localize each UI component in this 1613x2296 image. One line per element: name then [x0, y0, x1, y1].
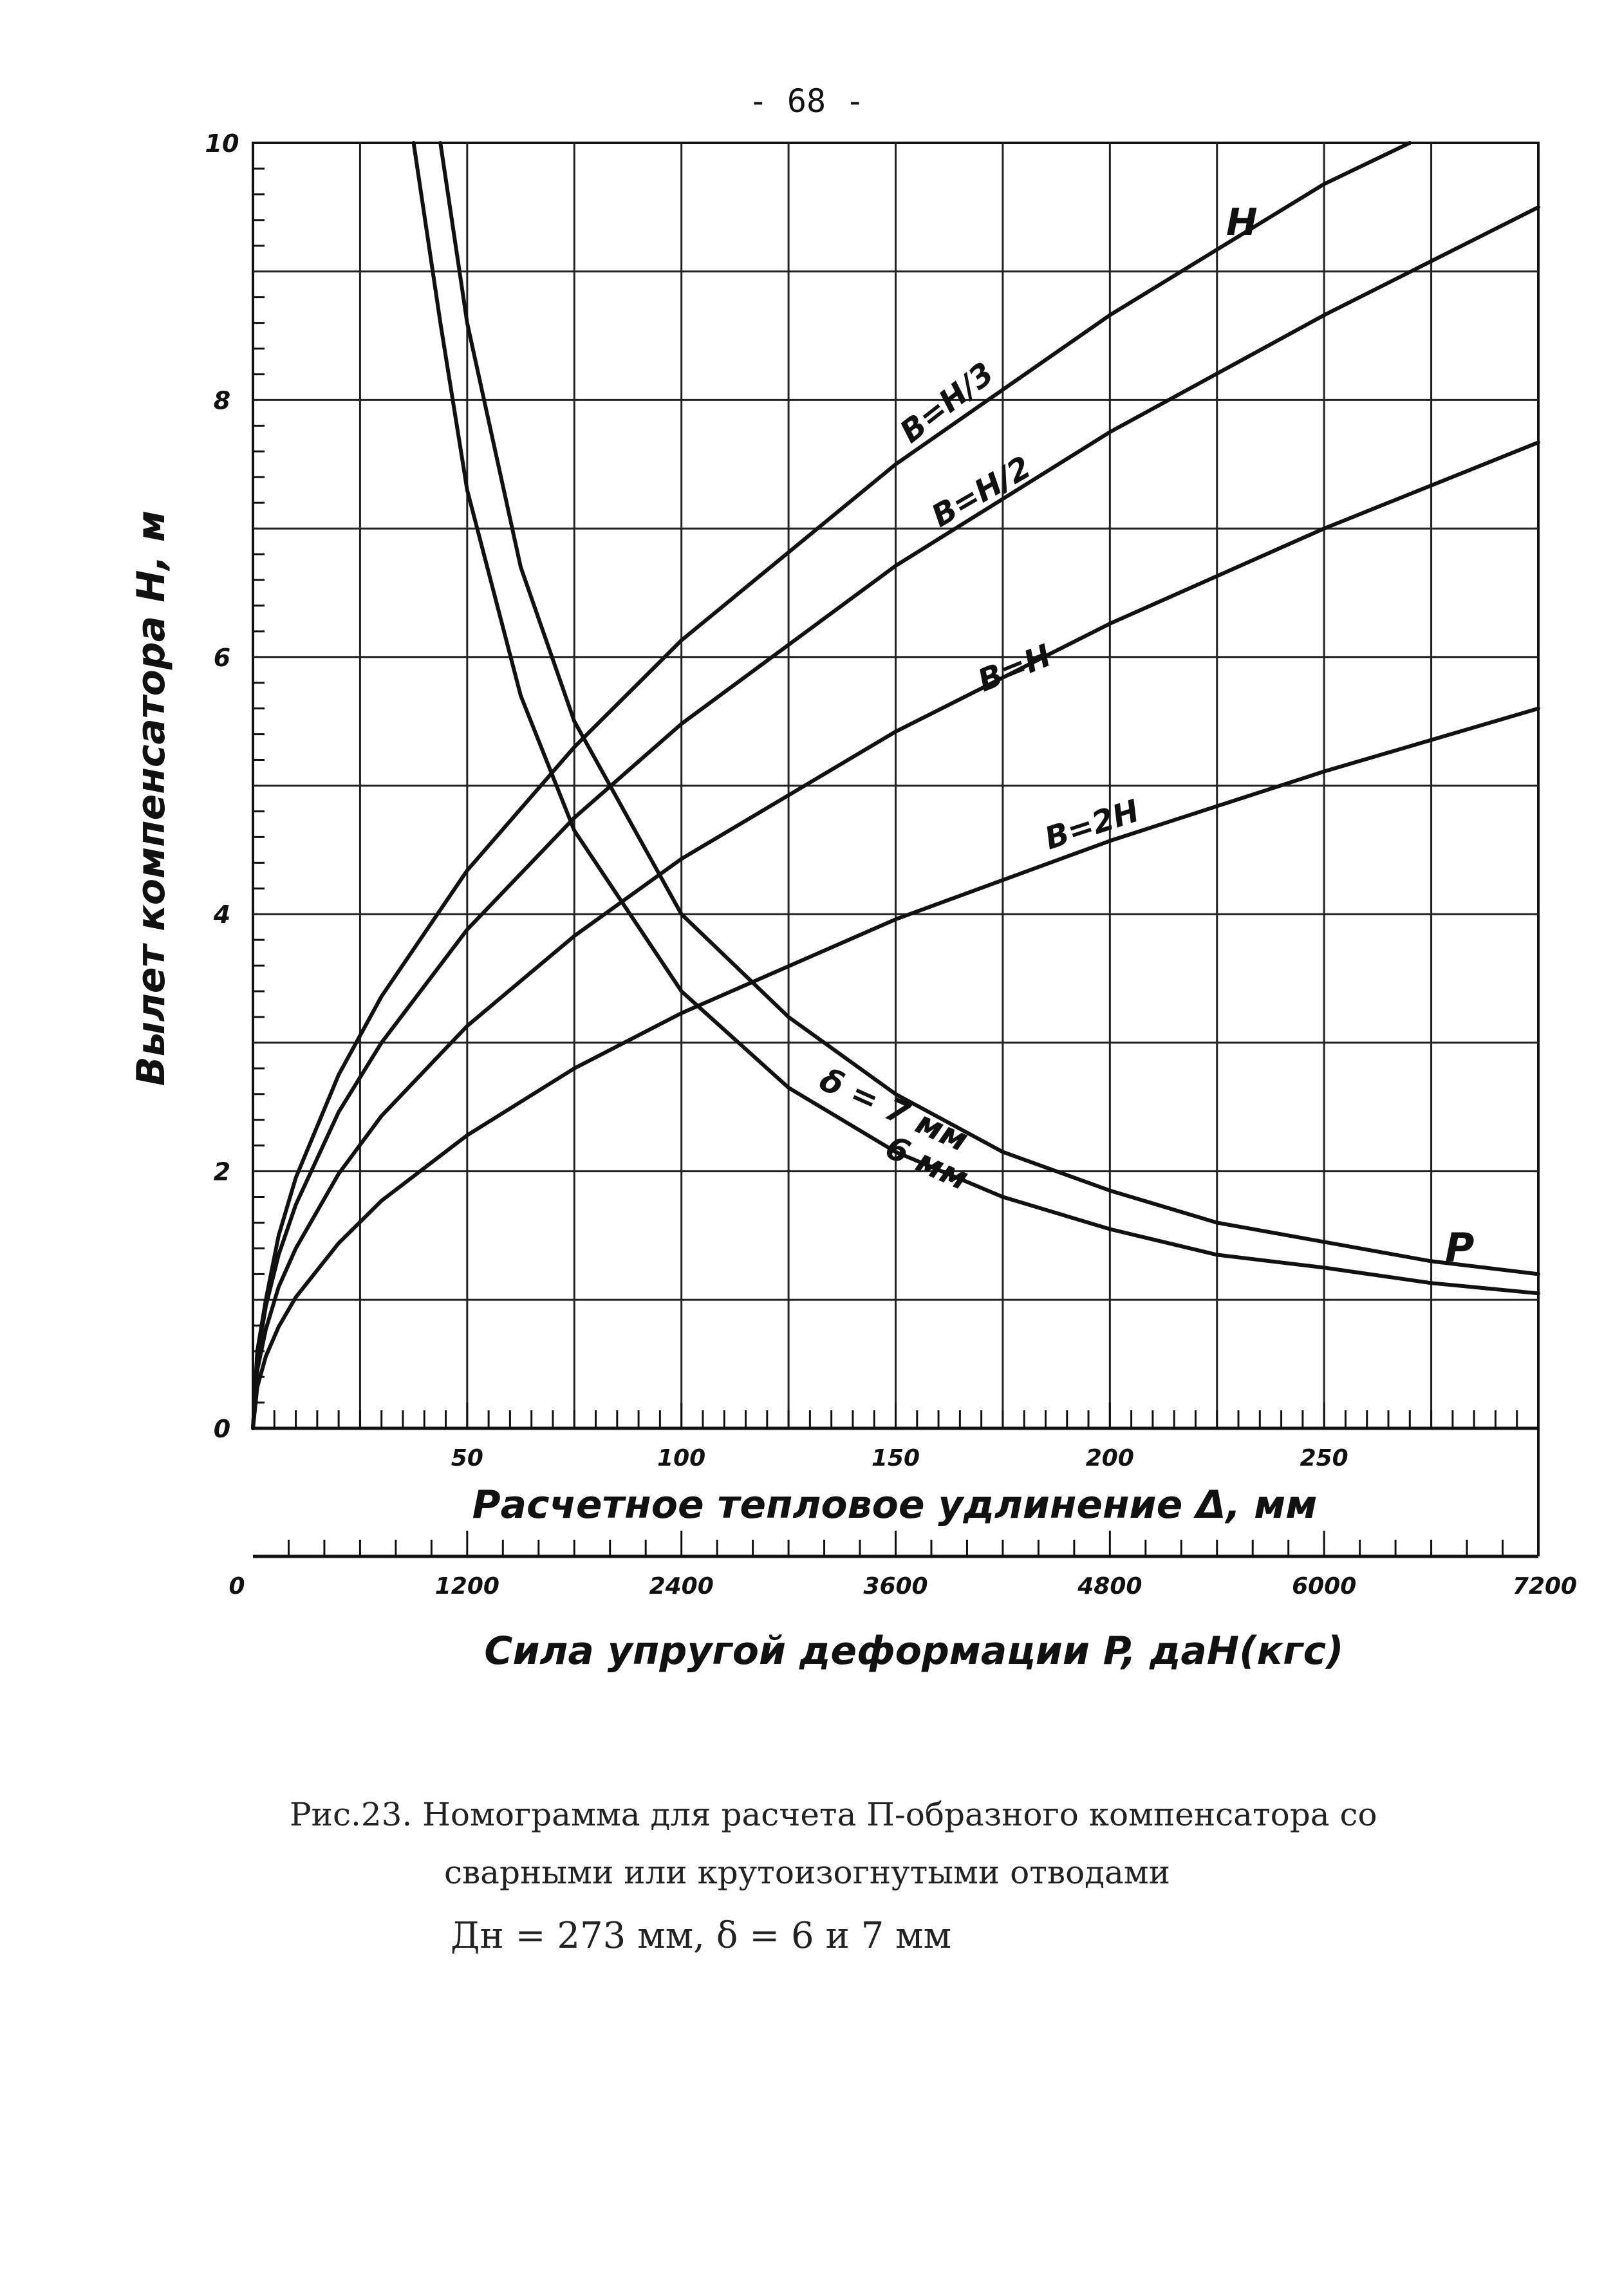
y-tick-label: 4 [213, 901, 230, 929]
figure-caption-line-1: Рис.23. Номограмма для расчета П-образно… [290, 1796, 1377, 1833]
y-tick-labels: 0 2 4 6 8 10 [205, 129, 239, 1443]
x-axis-label: Расчетное тепловое удлинение Δ, мм [472, 1482, 1318, 1527]
grid-lines [253, 143, 1538, 1428]
minor-ticks [253, 167, 1518, 1556]
x-tick-label: 50 [451, 1445, 483, 1471]
x-tick-labels: 50 100 150 200 250 [451, 1445, 1348, 1471]
series-line-6 [411, 141, 1540, 1296]
y-tick-label: 8 [214, 386, 230, 415]
curves [251, 141, 1540, 1430]
label-b-h2: В=Н/2 [926, 449, 1037, 534]
x2-tick-labels: 0 1200 2400 3600 4800 6000 7200 [228, 1573, 1577, 1600]
series-line-5 [438, 141, 1540, 1276]
series-line-4 [251, 706, 1540, 1430]
series-line-2 [251, 205, 1540, 1430]
x-tick-label: 200 [1086, 1445, 1134, 1471]
y-tick-label: 10 [205, 129, 239, 158]
x2-tick-label: 2400 [649, 1573, 714, 1600]
x-tick-label: 150 [872, 1445, 920, 1471]
nomogram-chart: 0 2 4 6 8 10 50 100 150 200 250 0 1200 2400 3600 4800… [129, 129, 1577, 1674]
series-line-1 [251, 141, 1412, 1430]
label-curve-p: P [1445, 1224, 1474, 1271]
x-tick-label: 100 [657, 1445, 705, 1471]
y-tick-label: 0 [214, 1415, 230, 1443]
x2-tick-label: 4800 [1077, 1573, 1142, 1600]
series-line-3 [251, 440, 1540, 1430]
label-curve-h: H [1226, 200, 1258, 244]
label-b-h: В=Н [973, 637, 1056, 699]
y-tick-label: 6 [214, 644, 230, 672]
x-tick-label: 250 [1300, 1445, 1348, 1471]
x2-tick-label: 3600 [863, 1573, 928, 1600]
x2-tick-label: 1200 [435, 1573, 499, 1600]
figure-caption-line-3: Дн = 273 мм, δ = 6 и 7 мм [451, 1915, 952, 1957]
page-number: - 68 - [748, 82, 865, 120]
x2-tick-label: 0 [228, 1573, 245, 1600]
figure-caption-line-2: сварными или крутоизогнутыми отводами [444, 1854, 1170, 1891]
x2-tick-label: 7200 [1513, 1573, 1577, 1600]
x2-axis-label: Сила упругой деформации P, даН(кгс) [484, 1629, 1343, 1674]
y-tick-label: 2 [214, 1158, 230, 1186]
x2-tick-label: 6000 [1292, 1573, 1356, 1600]
y-axis-label: Вылет компенсатора H, м [129, 510, 174, 1086]
